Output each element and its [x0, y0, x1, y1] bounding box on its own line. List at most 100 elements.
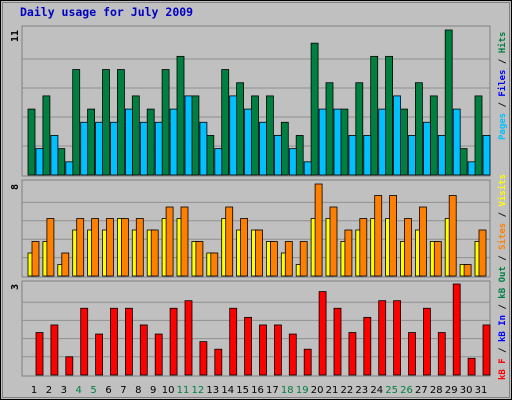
bar [214, 348, 223, 376]
bar [191, 95, 200, 176]
bar [244, 316, 253, 376]
legend: Pages / Files / Hits [497, 32, 508, 140]
bar [150, 229, 159, 277]
bar [184, 300, 193, 376]
y-tick-label: 8 [10, 184, 21, 190]
bar [259, 121, 267, 176]
bar [184, 95, 193, 176]
x-tick-label: 5 [90, 385, 96, 396]
x-tick-label: 16 [251, 385, 264, 396]
bar [61, 252, 70, 277]
x-tick-label: 31 [475, 385, 488, 396]
bar [195, 241, 204, 277]
bar [206, 135, 215, 176]
bar [363, 135, 372, 176]
legend-entry: Pages [498, 113, 508, 140]
bar [437, 332, 446, 376]
bar [176, 55, 185, 176]
bar [76, 218, 85, 277]
x-tick-label: 19 [296, 385, 309, 396]
bar [299, 241, 308, 277]
bar [121, 218, 129, 277]
bar [333, 108, 342, 176]
bar [139, 121, 148, 176]
bar [135, 218, 144, 277]
bar [303, 161, 312, 176]
bar [314, 183, 323, 277]
bar [72, 69, 81, 176]
bar [280, 121, 289, 176]
bar [229, 95, 238, 176]
bar [374, 195, 383, 277]
legend-entry: kB F [498, 358, 508, 380]
x-tick-label: 1 [31, 385, 37, 396]
bar [91, 218, 99, 277]
legend-separator: / [498, 347, 508, 352]
bar [437, 135, 446, 176]
bar [46, 218, 55, 277]
bar [240, 218, 249, 277]
bar [106, 218, 114, 277]
legend-entry: kB Out [498, 266, 508, 299]
bar [414, 82, 423, 176]
bar [318, 108, 327, 176]
x-tick-label: 4 [76, 385, 82, 396]
bar [199, 121, 208, 176]
legend-entry: Files [497, 70, 508, 97]
bar [378, 108, 387, 176]
bar [459, 148, 468, 176]
bar [87, 108, 95, 176]
bar [236, 82, 245, 176]
bar [408, 332, 416, 376]
bar [259, 324, 267, 376]
legend-entry: Sites [497, 223, 508, 250]
bar [418, 206, 427, 277]
bar [340, 108, 349, 176]
bar [303, 348, 312, 376]
bar [102, 69, 110, 176]
bar [452, 283, 461, 376]
bar [57, 148, 66, 176]
bar [422, 307, 431, 376]
x-tick-label: 25 [385, 385, 398, 396]
bar [225, 206, 234, 277]
bar [310, 42, 319, 176]
bar [199, 341, 208, 376]
bar [389, 195, 398, 277]
legend-separator: / [498, 304, 508, 309]
chart-title: Daily usage for July 2009 [20, 5, 193, 19]
bar [27, 108, 36, 176]
legend-separator: / [498, 212, 508, 217]
bar [408, 135, 416, 176]
bar [42, 95, 51, 176]
bar [288, 333, 297, 376]
x-tick-label: 15 [236, 385, 249, 396]
bar [295, 135, 304, 176]
bar [65, 161, 74, 176]
bar [329, 206, 338, 277]
x-tick-label: 30 [460, 385, 473, 396]
bar [429, 95, 438, 176]
bar [165, 206, 174, 277]
bar [221, 69, 230, 176]
bar [269, 241, 278, 277]
x-tick-label: 11 [177, 385, 190, 396]
bar [273, 324, 282, 376]
bar [244, 108, 253, 176]
bar [251, 95, 259, 176]
bar [95, 333, 103, 376]
bar [154, 121, 163, 176]
x-tick-label: 7 [120, 385, 126, 396]
bar [333, 307, 342, 376]
bar [35, 148, 44, 176]
bar [169, 307, 178, 376]
bar [180, 206, 189, 277]
bar [448, 195, 457, 277]
x-tick-label: 2 [46, 385, 52, 396]
bar [482, 135, 491, 176]
bar [325, 82, 334, 176]
x-tick-label: 24 [370, 385, 383, 396]
bar [125, 307, 133, 376]
